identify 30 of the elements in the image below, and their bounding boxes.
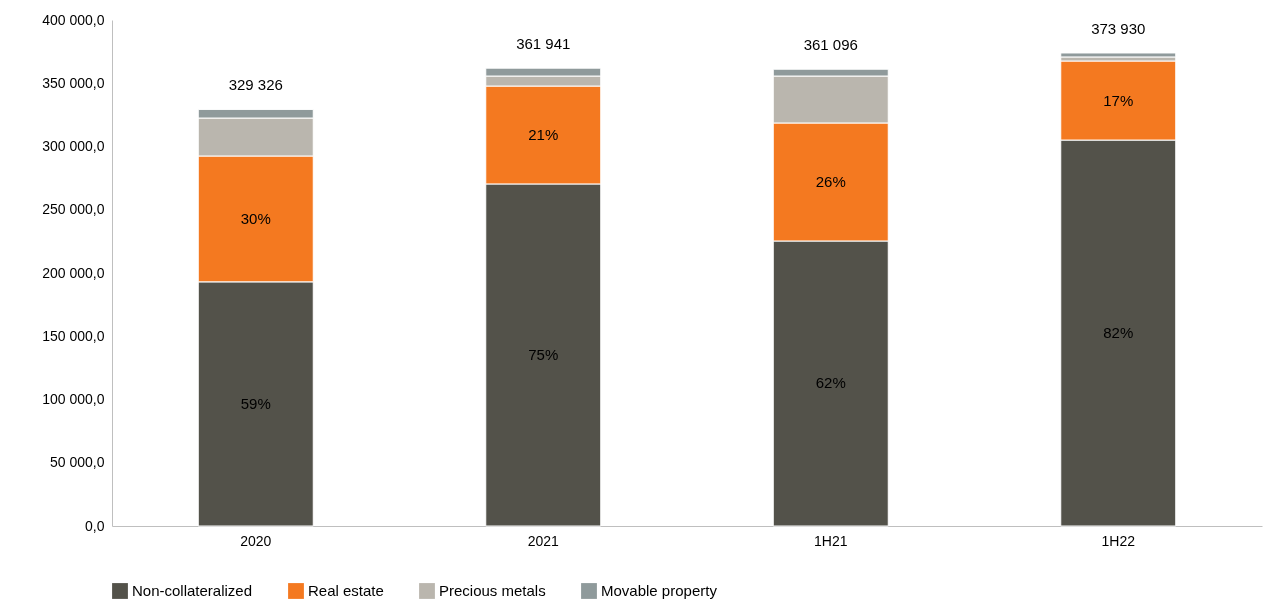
x-tick-label: 1H22 bbox=[1101, 532, 1136, 549]
annotation: 26% bbox=[815, 172, 846, 190]
annotation: 17% bbox=[1103, 91, 1134, 109]
legend-label: Precious metals bbox=[439, 582, 546, 599]
y-tick-label: 150 000,0 bbox=[42, 327, 105, 344]
legend-label: Real estate bbox=[308, 582, 384, 599]
y-tick-label: 350 000,0 bbox=[42, 74, 105, 91]
bar bbox=[1060, 52, 1177, 58]
total-label: 361 096 bbox=[803, 36, 858, 54]
legend-label: Movable property bbox=[601, 582, 718, 599]
annotation: 82% bbox=[1103, 324, 1134, 342]
y-tick-label: 400 000,0 bbox=[42, 11, 105, 28]
x-tick-label: 1H21 bbox=[814, 532, 848, 549]
x-tick-label: 2020 bbox=[240, 532, 272, 549]
annotation: 62% bbox=[815, 374, 846, 392]
total-label: 361 941 bbox=[516, 35, 571, 53]
annotation: 30% bbox=[240, 209, 271, 227]
total-label: 329 326 bbox=[228, 76, 283, 94]
y-tick-label: 0,0 bbox=[85, 517, 105, 534]
total-label: 373 930 bbox=[1091, 19, 1146, 37]
y-tick-label: 300 000,0 bbox=[42, 138, 105, 154]
y-tick-label: 100 000,0 bbox=[42, 391, 105, 407]
legend-label: Non-collateralized bbox=[132, 582, 253, 599]
annotation: 21% bbox=[528, 125, 559, 143]
y-tick-label: 250 000,0 bbox=[42, 201, 105, 218]
annotation: 59% bbox=[240, 394, 271, 412]
y-tick-label: 200 000,0 bbox=[42, 264, 105, 281]
x-tick-label: 2021 bbox=[527, 532, 560, 549]
y-tick-label: 50 000,0 bbox=[50, 454, 105, 471]
annotation: 75% bbox=[528, 345, 559, 363]
